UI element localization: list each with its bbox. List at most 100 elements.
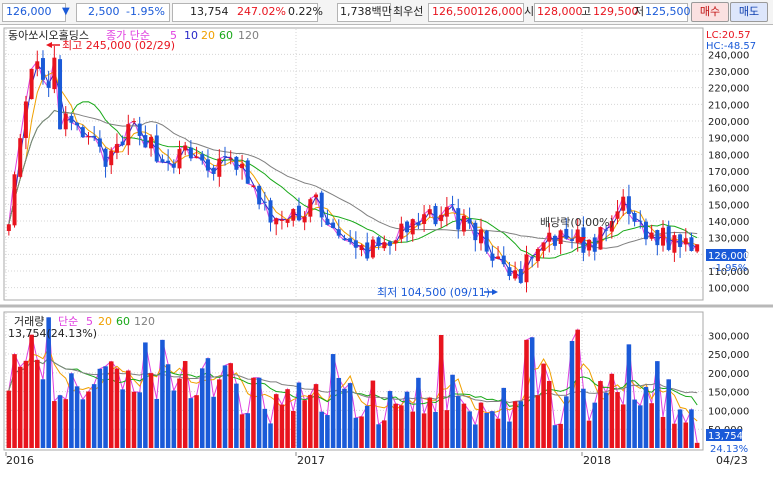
candle-body: [69, 115, 74, 123]
volume-bar: [6, 390, 12, 448]
candle-body: [365, 242, 370, 259]
volume-bar: [228, 363, 233, 448]
volume-bar: [598, 381, 603, 448]
candle-body: [552, 235, 557, 246]
candle-body: [643, 221, 648, 240]
volume-bar: [404, 391, 410, 448]
candle-body: [399, 223, 404, 239]
min-marker-arrowhead: [492, 289, 498, 295]
candle-body: [211, 167, 216, 174]
candle-body: [63, 113, 68, 130]
volume-bar: [148, 373, 154, 448]
candle-body: [279, 219, 284, 221]
price-y-tick: 160,000: [708, 184, 749, 195]
volume-bar: [35, 359, 40, 448]
low-label: 저: [634, 5, 645, 18]
volume-bar: [427, 397, 433, 448]
price-ma-10-legend: 10: [184, 29, 198, 42]
volume-bar: [199, 368, 205, 448]
stock-chart[interactable]: 240,000 230,000 220,000 210,000 200,000 190,0…: [0, 24, 773, 474]
volume-bar: [114, 368, 120, 448]
candle-body: [513, 270, 518, 279]
candle-body: [205, 159, 210, 171]
candle-body: [496, 256, 501, 259]
volume-bar: [29, 334, 34, 448]
volume-bar: [325, 415, 330, 448]
volume-bar: [126, 370, 131, 448]
candle-body: [166, 160, 171, 163]
price-legend-prefix: 종가 단순: [106, 29, 150, 42]
current-price: 126,000: [6, 5, 52, 18]
candle-body: [609, 220, 614, 232]
candle-body: [649, 232, 654, 239]
volume-bar: [683, 422, 689, 448]
volume-bar: [387, 391, 393, 448]
candle-body: [638, 220, 643, 222]
volume-current-pct-tag: 24.13%: [710, 444, 748, 455]
volume-bar: [478, 402, 484, 448]
price-y-tick: 180,000: [708, 150, 749, 161]
candle-body: [285, 219, 290, 223]
candle-body: [160, 159, 165, 163]
candle-body: [473, 222, 478, 241]
volume-ma-60-legend: 60: [116, 315, 130, 328]
best-ask: 126,500: [432, 5, 478, 18]
volume-bar: [217, 379, 222, 448]
candle-body: [103, 148, 108, 167]
candle-body: [621, 196, 626, 211]
max-marker-arrowhead: [46, 42, 52, 48]
volume-bar: [23, 360, 29, 448]
candle-body: [518, 268, 523, 283]
buy-button[interactable]: 매수: [691, 2, 729, 22]
candle-body: [370, 239, 375, 258]
volume-bar: [160, 339, 165, 448]
volume-bar: [336, 377, 342, 448]
volume-bar: [319, 411, 324, 448]
price-y-tick: 130,000: [708, 234, 749, 245]
volume-ratio: 247.02%: [237, 5, 286, 18]
candle-body: [52, 57, 57, 90]
candle-body: [75, 122, 80, 126]
volume-bar: [541, 363, 546, 448]
candle-body: [439, 214, 444, 221]
price-box: [2, 3, 66, 22]
volume-bar: [546, 380, 552, 448]
candle-body: [422, 214, 427, 224]
dividend-marker: 배당락(0.00%): [540, 216, 614, 229]
price-change-pct: -1.95%: [126, 5, 165, 18]
candle-body: [678, 234, 683, 247]
sell-button[interactable]: 매도: [730, 2, 768, 22]
volume-value: 13,754: [190, 5, 229, 18]
candle-body: [587, 239, 592, 251]
candle-body: [524, 254, 529, 283]
volume-y-tick: 300,000: [708, 331, 749, 342]
candle-body: [353, 240, 358, 248]
volume-bar: [359, 416, 364, 448]
candle-body: [23, 101, 28, 138]
candle-body: [336, 229, 341, 236]
candle-body: [86, 136, 91, 138]
volume-bar: [433, 411, 438, 448]
volume-bar: [637, 405, 643, 448]
volume-legend-prefix: 거래량: [14, 315, 44, 328]
volume-bar: [194, 395, 199, 448]
volume-bar: [97, 368, 103, 448]
price-y-tick: 170,000: [708, 167, 749, 178]
candle-body: [490, 253, 495, 261]
volume-bar: [376, 424, 381, 448]
candle-body: [228, 158, 233, 160]
candle-body: [467, 218, 472, 224]
candle-body: [314, 194, 319, 198]
volume-bar: [495, 418, 501, 448]
volume-bar: [205, 358, 211, 448]
price-change: 2,500: [88, 5, 120, 18]
chart-area[interactable]: 240,000 230,000 220,000 210,000 200,000 190,0…: [0, 24, 773, 474]
volume-bar: [143, 342, 148, 448]
volume-ma-120-legend: 120: [134, 315, 155, 328]
candlesticks: [6, 46, 700, 293]
candle-body: [58, 59, 63, 130]
volume-bar: [347, 383, 353, 448]
price-y-tick: 200,000: [708, 117, 749, 128]
price-panel-bg: [3, 27, 704, 301]
candle-body: [319, 192, 324, 218]
